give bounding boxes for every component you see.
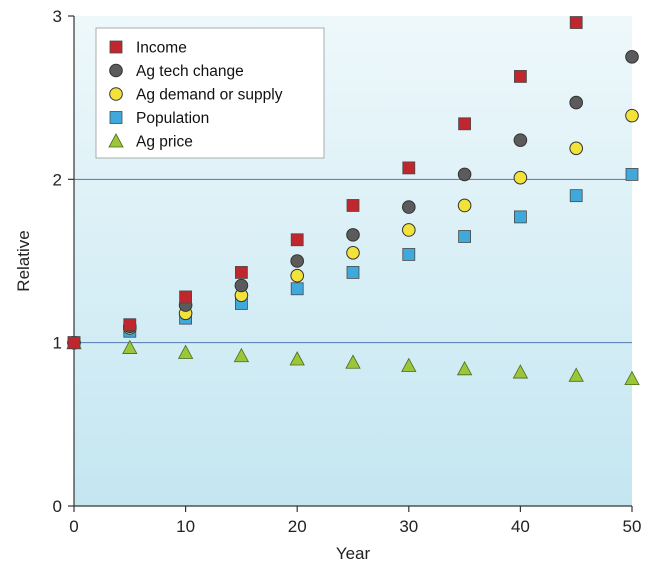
- legend-label: Ag price: [136, 134, 193, 151]
- data-point: [402, 161, 416, 175]
- axes: [68, 15, 633, 512]
- x-axis-label: Year: [336, 544, 371, 563]
- data-point: [402, 223, 416, 237]
- legend-label: Ag tech change: [136, 63, 244, 80]
- tick-labels: 0 10 20 30 40 50 0 1 2 3: [53, 7, 642, 536]
- data-point: [67, 336, 81, 350]
- data-point: [290, 233, 304, 247]
- reference-lines: [74, 178, 632, 344]
- data-point: [177, 344, 194, 359]
- data-point: [458, 117, 472, 131]
- data-points: [66, 16, 640, 386]
- data-point: [233, 347, 250, 363]
- data-point: [625, 168, 639, 181]
- data-point: [457, 167, 472, 182]
- legend-marker: [109, 40, 123, 54]
- data-point: [513, 133, 528, 147]
- x-tick-label: 50: [623, 517, 642, 536]
- data-point: [513, 170, 528, 185]
- data-point: [514, 70, 527, 83]
- data-point: [512, 364, 529, 379]
- data-point: [290, 254, 305, 268]
- data-point: [290, 282, 304, 296]
- data-point: [234, 266, 248, 279]
- data-point: [179, 290, 193, 304]
- data-point: [514, 210, 527, 224]
- data-point: [346, 228, 360, 242]
- data-point: [402, 200, 416, 214]
- x-tick-label: 0: [69, 517, 78, 536]
- data-point: [346, 199, 360, 212]
- data-point: [569, 16, 583, 29]
- data-point: [568, 367, 584, 382]
- legend-label: Ag demand or supply: [136, 87, 283, 104]
- legend-marker: [109, 87, 123, 101]
- x-tick-label: 30: [399, 517, 418, 536]
- data-point: [290, 268, 305, 283]
- y-tick-label: 1: [53, 334, 62, 353]
- data-point: [402, 248, 416, 261]
- data-point: [569, 189, 583, 203]
- y-tick-label: 3: [53, 7, 62, 26]
- legend-label: Population: [136, 110, 209, 127]
- data-point: [624, 370, 640, 386]
- y-axis-label: Relative: [14, 230, 33, 291]
- data-point: [122, 339, 138, 354]
- data-point: [457, 198, 472, 213]
- data-point: [346, 266, 360, 279]
- legend-label: Income: [136, 40, 187, 57]
- legend: Income Ag tech change Ag demand or supply P…: [95, 27, 325, 159]
- legend-marker: [108, 133, 124, 148]
- x-tick-label: 20: [288, 517, 307, 536]
- y-tick-label: 2: [53, 170, 62, 189]
- data-point: [234, 278, 249, 293]
- data-point: [569, 95, 584, 110]
- legend-marker: [109, 111, 123, 124]
- data-point: [456, 360, 473, 376]
- data-point: [123, 318, 137, 332]
- data-point: [401, 357, 417, 372]
- data-point: [289, 351, 305, 366]
- data-point: [625, 50, 639, 64]
- data-point: [569, 141, 584, 156]
- y-tick-label: 0: [53, 497, 62, 516]
- data-point: [625, 108, 639, 123]
- data-point: [345, 354, 361, 369]
- legend-marker: [109, 63, 123, 78]
- x-tick-label: 10: [176, 517, 195, 536]
- legend-box: [95, 27, 325, 159]
- data-point: [346, 246, 360, 260]
- x-tick-label: 40: [511, 517, 530, 536]
- data-point: [458, 230, 472, 243]
